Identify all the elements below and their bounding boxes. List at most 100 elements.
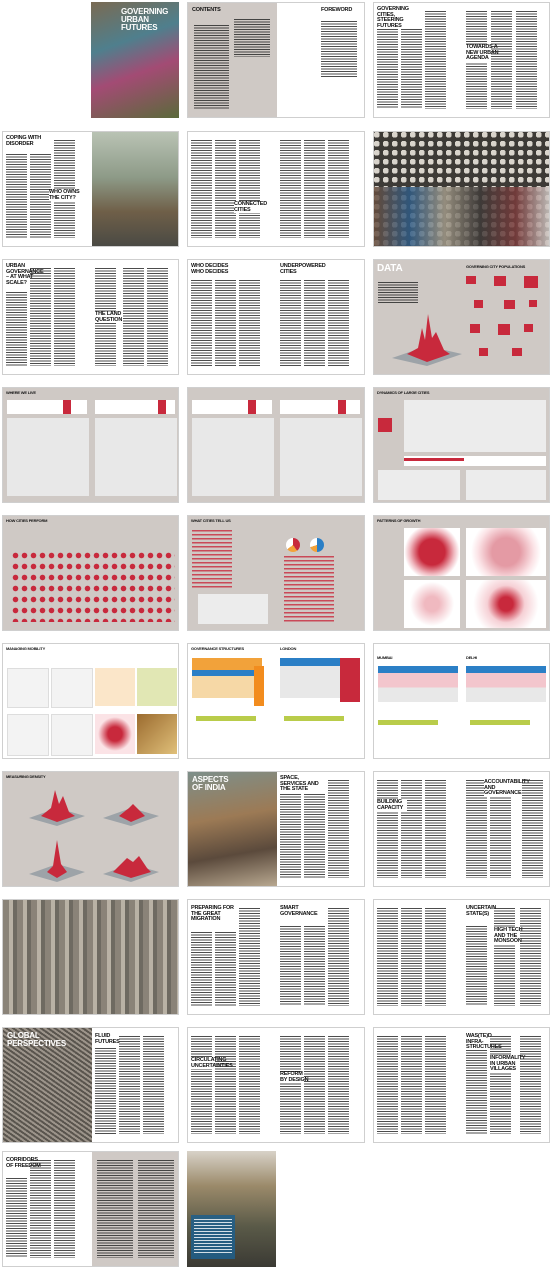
bar-list [192,530,232,590]
corridors-heading: Corridors of freedom [6,1157,41,1169]
land-heading: The land question [95,311,125,323]
text-column [466,780,487,878]
spread-density: Measuring density [2,771,179,887]
spread-who-decides: Who decides who decides Underpowered cit… [187,259,365,375]
text-column [123,268,144,366]
world-map-small [466,470,546,500]
london-heading: London [280,646,297,651]
fluid-heading: Fluid futures [95,1033,120,1045]
stats-table [7,400,87,414]
street-photo [92,132,178,246]
foreword-heading: Foreword [321,7,353,13]
population-block [474,300,483,308]
spread-how-perform: How cities perform [2,515,179,631]
mobility-map [137,714,177,754]
text-column [191,1036,212,1134]
world-map-small [198,594,268,624]
pie-chart [286,538,300,552]
spread-maps [187,387,365,503]
rails-photo [3,1028,92,1142]
text-column [425,11,446,109]
data-bar [404,458,464,461]
mobility-heading: Managing mobility [6,646,46,651]
text-column [138,1160,174,1258]
green-band [470,720,530,725]
structure-bar [254,666,264,706]
how-perform-heading: How cities perform [6,518,48,523]
spread-dynamics: Dynamics of large cities [373,387,550,503]
stats-table [95,400,175,414]
text-column [516,11,537,109]
structure-chart [378,666,458,702]
bar-list [284,556,334,624]
text-column [215,140,236,238]
spread-contents: Contents Foreword [187,2,365,118]
text-column [239,280,260,366]
text-column [401,1036,422,1134]
aerial-photo [3,900,178,1014]
where-we-live-heading: Where we live [6,390,36,395]
green-band [196,716,256,721]
spread-where-we-live: Where we live [2,387,179,503]
legend-block [378,418,392,432]
green-band [284,716,344,721]
text-column [425,1036,446,1134]
spread-patterns: Patterns of growth [373,515,550,631]
text-column [54,1160,75,1258]
map-india [95,418,177,496]
text-column [522,780,543,878]
text-column [466,1050,487,1134]
cover-page: Governing Urban Futures [91,2,179,118]
back-cover-lines [194,1219,232,1255]
preparing-heading: Preparing for the great migration [191,905,234,922]
population-block [479,348,488,356]
growth-map [404,580,460,628]
data-heading: Data [377,263,403,274]
text-column [494,908,515,1006]
text-column [215,280,236,366]
text-column [30,154,51,238]
spread-coping: Coping with disorder Who owns the city? [2,131,179,247]
mumbai-heading: Mumbai [377,655,393,660]
density-surface [29,790,85,826]
space-heading: Space, services and the state [280,775,319,792]
stats-highlight [338,400,346,414]
map-china [280,418,362,496]
text-column [239,908,260,1006]
map-americas [192,418,274,496]
green-band [378,720,438,725]
wasted-heading: Was(te)d infra-structures [466,1033,502,1050]
text-column [280,140,301,238]
density-page [3,772,178,886]
text-column [280,280,301,366]
cover-photo [91,2,179,118]
spread-corridors: Corridors of freedom [2,1151,179,1267]
spread-mumbai-delhi: Mumbai Delhi [373,643,550,759]
mobility-map [51,668,93,708]
spread-data: Data Governing city populations [373,259,550,375]
market-photo [188,772,277,886]
density-heading: Measuring density [6,774,46,779]
text-column [6,154,27,238]
mobility-map [7,714,49,756]
text-column [143,1036,164,1134]
world-map-small [378,470,460,500]
population-block [512,348,522,356]
structure-chart [280,658,340,698]
spread-uncertain: Uncertain state(s) High tech and the mon… [373,899,550,1015]
text-column [377,908,398,1006]
text-column [490,1036,511,1134]
delhi-heading: Delhi [466,655,478,660]
text-column [30,1160,51,1258]
spread-preparing: Preparing for the great migration Smart … [187,899,365,1015]
text-column [378,282,418,304]
text-column [401,29,422,109]
circulating-heading: Circulating uncertainties [191,1057,233,1069]
who-decides-heading: Who decides who decides [191,263,229,275]
reform-heading: Reform by design [280,1071,310,1083]
text-column [491,11,512,109]
stats-highlight [158,400,166,414]
global-heading: Global perspectives [7,1031,66,1048]
text-column [304,280,325,366]
spread-circulating: Circulating uncertainties Reform by desi… [187,1027,365,1143]
